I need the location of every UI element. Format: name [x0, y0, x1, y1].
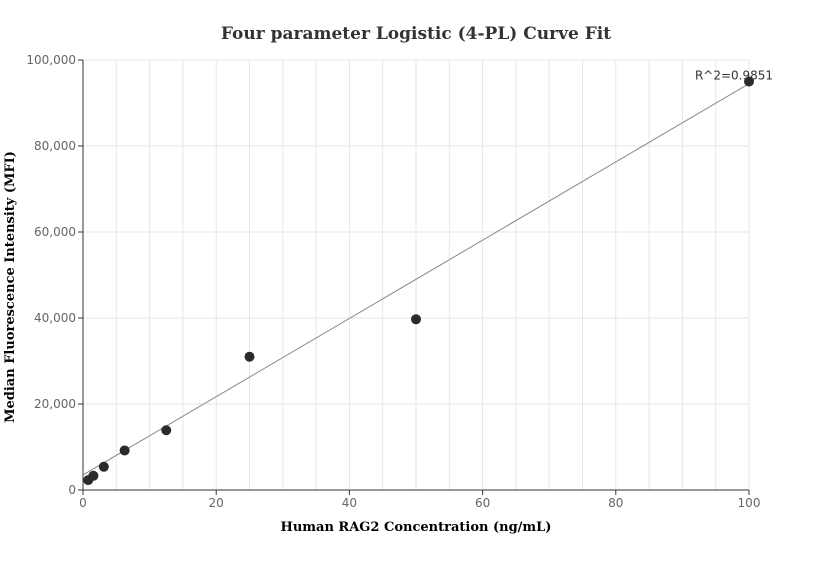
- y-tick-label: 100,000: [26, 53, 76, 67]
- x-tick-label: 20: [209, 496, 224, 510]
- data-point: [411, 314, 421, 325]
- y-tick-label: 60,000: [34, 225, 76, 239]
- y-tick-label: 0: [68, 483, 76, 497]
- y-axis-label: Median Fluorescence Intensity (MFI): [3, 151, 18, 423]
- r-squared-annotation: R^2=0.9851: [695, 69, 773, 83]
- y-tick-label: 40,000: [34, 311, 76, 325]
- data-point: [244, 351, 255, 362]
- axes: [82, 60, 749, 491]
- x-axis-label: Human RAG2 Concentration (ng/mL): [281, 520, 552, 535]
- x-tick-label: 100: [738, 496, 761, 510]
- data-point: [98, 461, 109, 472]
- fit-curve: [82, 83, 750, 476]
- chart-title: Four parameter Logistic (4-PL) Curve Fit: [221, 24, 611, 44]
- fit-curve-line: [82, 83, 750, 476]
- tick-labels: 0 20 40 60 80 100 0 20,000 40,000 60,000 80,000 100…: [26, 53, 760, 510]
- data-point: [161, 425, 172, 436]
- x-tick-label: 0: [79, 496, 87, 510]
- grid: [82, 59, 750, 491]
- data-point: [119, 445, 130, 456]
- data-point: [744, 76, 754, 87]
- x-tick-label: 40: [342, 496, 357, 510]
- y-tick-label: 20,000: [34, 397, 76, 411]
- x-tick-label: 80: [608, 496, 623, 510]
- data-point: [88, 470, 99, 481]
- y-tick-label: 80,000: [34, 139, 76, 153]
- data-points: [83, 76, 754, 486]
- x-tick-label: 60: [475, 496, 490, 510]
